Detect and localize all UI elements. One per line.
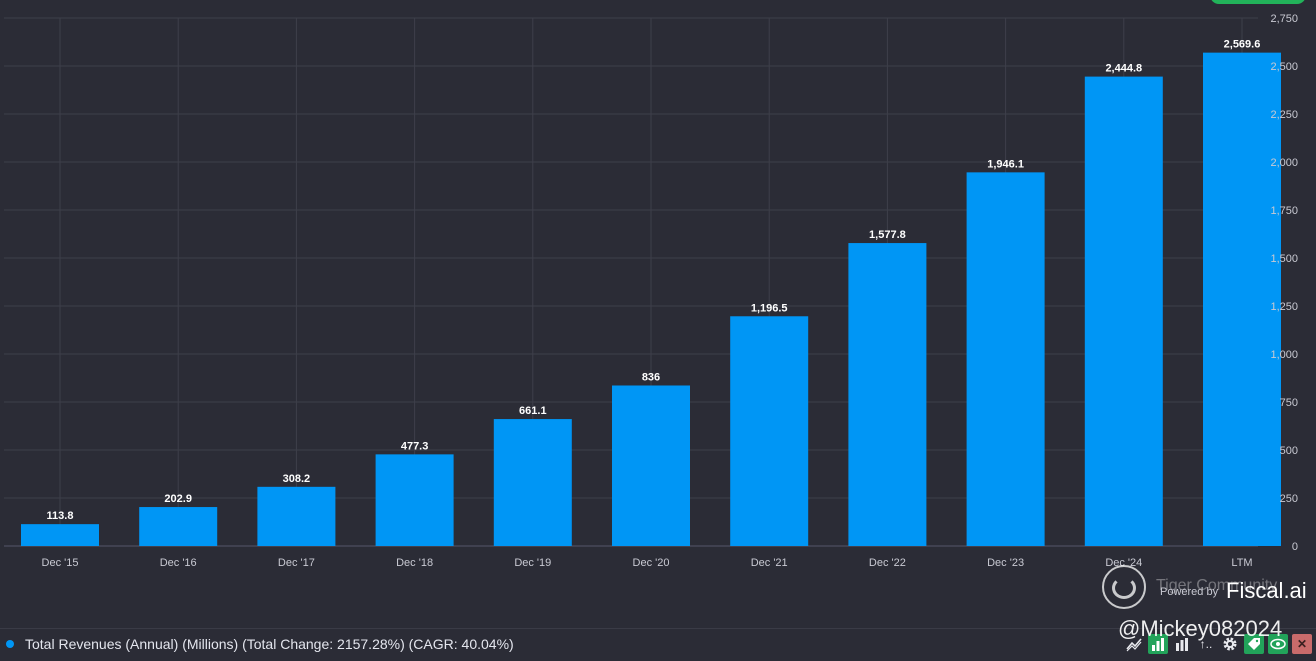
revenue-bar-chart: 113.8 202.9 308.2 477.3 661.1 836 1,196.5 1,577…	[4, 13, 1298, 569]
tiger-community-watermark: Tiger Community	[1156, 577, 1278, 594]
bar	[966, 172, 1045, 546]
bar	[730, 316, 809, 546]
x-tick-label: Dec '21	[751, 557, 788, 569]
chart-footer: Total Revenues (Annual) (Millions) (Tota…	[0, 628, 1316, 661]
x-tick-label: Dec '16	[160, 557, 197, 569]
x-tick-label: Dec '20	[633, 557, 670, 569]
top-action-pill[interactable]	[1210, 0, 1306, 4]
bar-value-label: 202.9	[164, 493, 192, 505]
chart-toolbar: ↑.. ✕	[1124, 634, 1312, 654]
bar-value-label: 1,577.8	[869, 229, 906, 241]
bar-value-label: 2,569.6	[1224, 39, 1261, 51]
y-tick-label: 1,250	[1270, 301, 1298, 313]
y-axis: 0 250 500 750 1,000 1,250 1,500 1,750 2,000 2,250…	[1270, 13, 1298, 553]
tiger-logo-icon	[1102, 565, 1146, 609]
y-tick-label: 250	[1280, 493, 1298, 505]
bar	[612, 385, 690, 546]
y-tick-label: 500	[1280, 445, 1298, 457]
bar	[139, 507, 218, 546]
x-tick-label: Dec '18	[396, 557, 433, 569]
trend-line-icon[interactable]	[1124, 634, 1144, 654]
bar-value-label: 661.1	[519, 405, 547, 417]
y-tick-label: 750	[1280, 397, 1298, 409]
x-axis: Dec '15 Dec '16 Dec '17 Dec '18 Dec '19 Dec '…	[42, 557, 1253, 569]
bar	[257, 486, 336, 546]
bar-value-label: 1,946.1	[987, 158, 1024, 170]
bar	[848, 243, 927, 547]
y-tick-label: 1,000	[1270, 349, 1298, 361]
bar	[1203, 52, 1281, 546]
x-tick-label: Dec '15	[42, 557, 79, 569]
bar	[493, 419, 572, 546]
bar	[21, 524, 99, 546]
bar-chart-icon[interactable]	[1148, 634, 1168, 654]
bar-value-label: 836	[642, 371, 660, 383]
y-tick-label: 1,750	[1270, 205, 1298, 217]
bar	[1084, 76, 1163, 547]
bar-chart-outline-icon[interactable]	[1172, 634, 1192, 654]
x-tick-label: Dec '19	[514, 557, 551, 569]
bar-value-label: 1,196.5	[751, 302, 788, 314]
bars	[21, 52, 1281, 547]
x-tick-label: Dec '22	[869, 557, 906, 569]
bar-value-label: 308.2	[283, 473, 311, 485]
tag-icon[interactable]	[1244, 634, 1264, 654]
powered-by-text: Powered by	[1160, 586, 1219, 598]
y-tick-label: 1,500	[1270, 253, 1298, 265]
y-tick-label: 2,000	[1270, 157, 1298, 169]
x-tick-label: Dec '23	[987, 557, 1024, 569]
data-labels: 113.8 202.9 308.2 477.3 661.1 836 1,196.5 1,577…	[47, 39, 1261, 523]
bar-value-label: 113.8	[47, 510, 74, 522]
y-tick-label: 0	[1292, 541, 1298, 553]
close-icon[interactable]: ✕	[1292, 634, 1312, 654]
y-tick-label: 2,250	[1270, 109, 1298, 121]
legend-series-dot	[6, 640, 14, 648]
y-tick-label: 2,500	[1270, 61, 1298, 73]
fiscal-branding: Tiger Community Powered by Fiscal.ai	[1102, 565, 1312, 615]
x-tick-label: LTM	[1231, 557, 1252, 569]
gear-icon[interactable]	[1220, 634, 1240, 654]
bar	[375, 454, 454, 546]
fiscal-logo-text: Fiscal.ai	[1226, 578, 1307, 603]
bar-value-label: 2,444.8	[1105, 63, 1142, 75]
bar-value-label: 477.3	[401, 440, 429, 452]
y-tick-label: 2,750	[1270, 13, 1298, 25]
eye-icon[interactable]	[1268, 634, 1288, 654]
legend[interactable]: Total Revenues (Annual) (Millions) (Tota…	[6, 636, 514, 652]
x-tick-label: Dec '17	[278, 557, 315, 569]
author-handle-watermark: @Mickey082024	[1118, 616, 1283, 641]
sort-icon[interactable]: ↑..	[1199, 637, 1213, 651]
legend-label: Total Revenues (Annual) (Millions) (Tota…	[25, 636, 514, 652]
